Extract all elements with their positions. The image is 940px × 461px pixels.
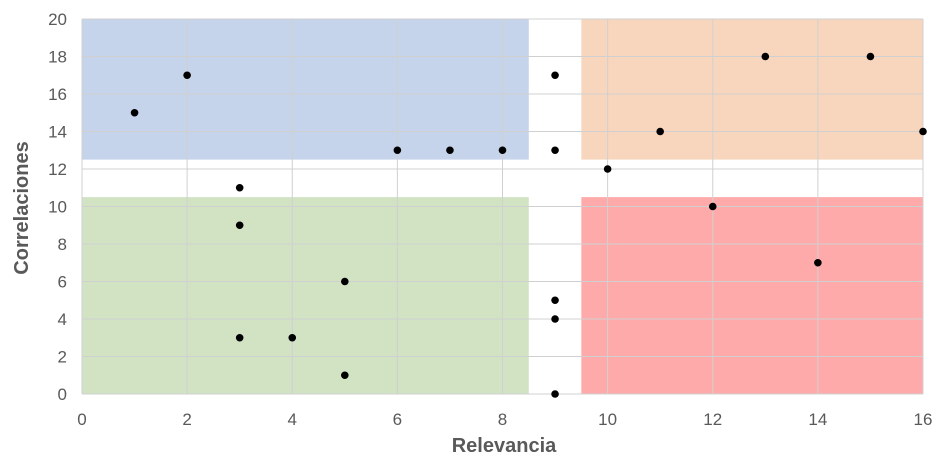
data-point [603,165,612,173]
x-tick-label: 16 [914,410,933,429]
data-point [551,390,559,398]
data-point [235,221,244,230]
y-tick-label: 4 [58,310,67,329]
data-point [446,146,454,155]
y-tick-label: 10 [48,198,67,217]
x-tick-label: 6 [393,410,402,429]
data-point [183,71,191,80]
quadrant-region-1 [82,19,529,160]
data-point [393,146,402,155]
y-tick-label: 20 [48,10,67,29]
data-point [341,277,349,286]
x-tick-label: 4 [288,410,297,429]
data-point [130,108,139,117]
data-point [551,296,559,305]
x-tick-label: 10 [598,410,617,429]
data-point [761,52,770,61]
quadrant-regions [82,19,923,394]
quadrant-region-4 [581,197,923,394]
data-point [288,333,297,342]
data-point [498,146,507,155]
x-tick-label: 2 [182,410,191,429]
data-point [866,52,875,61]
data-point [551,146,559,155]
data-point [814,258,822,267]
data-points [130,52,927,398]
data-point [551,71,559,80]
y-axis-ticks: 0 2 4 6 8 10 12 14 16 18 20 [48,10,67,404]
x-tick-label: 0 [77,410,86,429]
x-tick-label: 12 [703,410,722,429]
data-point [341,371,349,380]
quadrant-region-3 [82,197,529,394]
x-axis-title: Relevancia [452,435,557,457]
x-tick-label: 8 [498,410,507,429]
quadrant-region-2 [581,19,923,160]
data-point [551,315,559,323]
x-axis-ticks: 0 2 4 6 8 10 12 14 16 [77,410,932,429]
data-point [708,202,717,211]
y-tick-label: 12 [48,160,67,179]
data-point [919,127,927,136]
y-tick-label: 2 [58,348,67,367]
gridlines [81,18,924,395]
y-tick-label: 0 [58,385,67,404]
x-tick-label: 14 [808,410,827,429]
data-point [656,127,664,136]
y-tick-label: 8 [58,235,67,254]
y-tick-label: 14 [48,123,67,142]
y-tick-label: 16 [48,85,67,104]
y-tick-label: 18 [48,48,67,67]
y-axis-title: Correlaciones [11,141,33,274]
y-tick-label: 6 [58,273,67,292]
data-point [235,333,244,342]
data-point [235,183,244,192]
